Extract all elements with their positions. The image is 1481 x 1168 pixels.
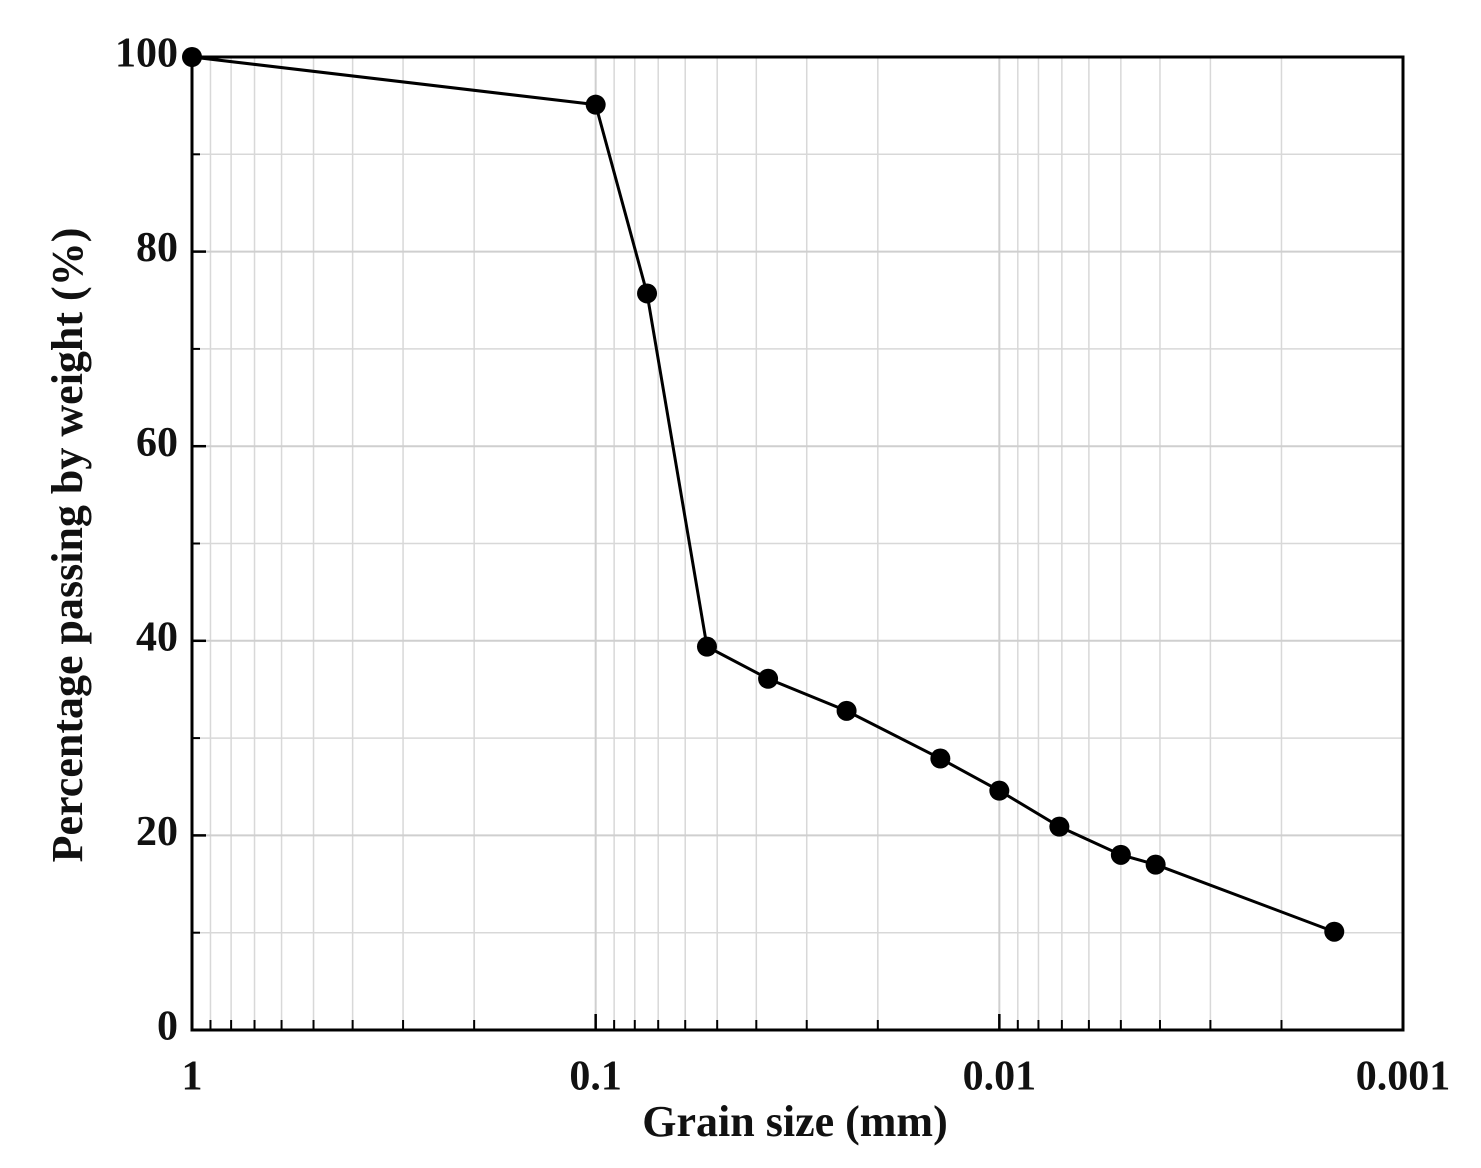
y-tick-label: 40 bbox=[136, 614, 178, 660]
x-tick-label: 0.1 bbox=[569, 1054, 622, 1100]
x-axis-label: Grain size (mm) bbox=[642, 1097, 947, 1146]
data-point bbox=[637, 283, 658, 304]
data-point bbox=[989, 780, 1010, 801]
y-tick-label: 0 bbox=[157, 1004, 178, 1050]
data-point bbox=[1145, 854, 1166, 875]
data-point bbox=[758, 668, 779, 689]
y-axis-label: Percentage passing by weight (%) bbox=[43, 228, 92, 863]
data-line bbox=[191, 55, 1335, 934]
data-point bbox=[836, 700, 857, 721]
data-point bbox=[1049, 816, 1070, 837]
data-point bbox=[930, 748, 951, 769]
y-tick-label: 20 bbox=[136, 809, 178, 855]
data-point bbox=[182, 47, 202, 67]
x-tick-label: 0.001 bbox=[1356, 1054, 1451, 1100]
y-tick-label: 100 bbox=[115, 31, 178, 77]
data-point bbox=[1324, 921, 1345, 942]
y-tick-label: 60 bbox=[136, 420, 178, 466]
plot-frame bbox=[190, 55, 1405, 1032]
data-point bbox=[696, 636, 717, 657]
x-tick-label: 0.01 bbox=[963, 1054, 1037, 1100]
x-tick-label: 1 bbox=[182, 1054, 203, 1100]
data-point bbox=[1110, 844, 1131, 865]
y-tick-label: 80 bbox=[136, 225, 178, 271]
data-point bbox=[585, 94, 606, 115]
